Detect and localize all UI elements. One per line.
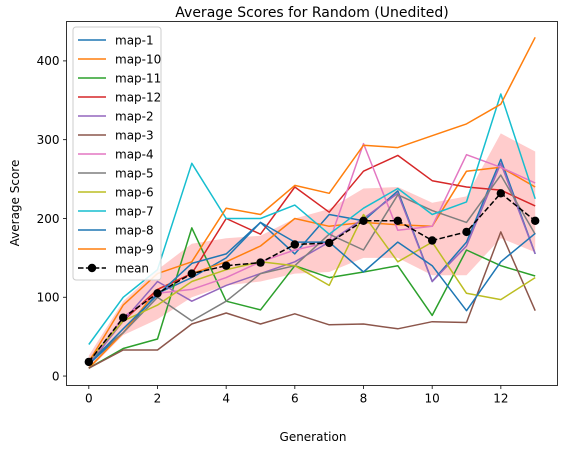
legend-label: map-9 bbox=[115, 242, 154, 256]
legend-marker bbox=[87, 263, 97, 273]
legend-label: map-5 bbox=[115, 166, 154, 180]
mean-point bbox=[325, 238, 334, 248]
x-tick-label: 2 bbox=[154, 392, 162, 406]
legend-box bbox=[72, 26, 162, 281]
mean-point bbox=[531, 216, 540, 225]
y-tick-label: 400 bbox=[37, 54, 60, 68]
mean-point bbox=[393, 216, 402, 225]
series-line-map-3 bbox=[88, 231, 536, 369]
mean-point bbox=[222, 261, 231, 270]
series-line-map-7 bbox=[88, 93, 536, 345]
y-tick-label: 0 bbox=[52, 369, 60, 383]
legend-label: map-2 bbox=[115, 109, 154, 123]
legend-label: map-3 bbox=[115, 128, 154, 142]
mean-point bbox=[84, 357, 94, 367]
series-line-map-2 bbox=[88, 162, 536, 365]
axes-frame bbox=[66, 21, 558, 386]
legend-label: map-7 bbox=[115, 204, 154, 218]
axes-layer: 0 2 4 6 8 10 12 0 100 200 300 400 bbox=[37, 21, 558, 406]
legend-label: map-8 bbox=[115, 223, 154, 237]
mean-point bbox=[496, 189, 505, 198]
legend-label: map-11 bbox=[115, 71, 161, 85]
mean-point bbox=[359, 216, 368, 225]
series-line-map-12 bbox=[88, 154, 536, 365]
y-tick-label: 300 bbox=[37, 133, 60, 147]
chart-title: Average Scores for Random (Unedited) bbox=[175, 5, 448, 21]
series-line-map-9 bbox=[88, 36, 536, 363]
x-tick-label: 12 bbox=[493, 392, 508, 406]
y-axis-label: Average Score bbox=[8, 160, 22, 247]
legend-label: map-1 bbox=[115, 33, 154, 47]
series-line-mean bbox=[88, 192, 536, 363]
x-tick-label: 4 bbox=[222, 392, 230, 406]
series-line-map-6 bbox=[88, 213, 536, 361]
legend-label: mean bbox=[115, 261, 149, 275]
x-axis-label: Generation bbox=[280, 430, 347, 444]
legend-label: map-6 bbox=[115, 185, 154, 199]
x-tick-label: 0 bbox=[85, 392, 93, 406]
x-tick-label: 6 bbox=[291, 392, 299, 406]
mean-point bbox=[119, 313, 128, 322]
mean-point bbox=[256, 258, 265, 267]
legend-label: map-4 bbox=[115, 147, 154, 161]
mean-point bbox=[153, 289, 162, 298]
y-tick-label: 100 bbox=[37, 291, 60, 305]
mean-point bbox=[462, 227, 471, 237]
series-line-map-11 bbox=[88, 227, 536, 369]
series-layer bbox=[84, 36, 540, 369]
legend-label: map-10 bbox=[115, 52, 161, 66]
mean-point bbox=[187, 269, 196, 278]
y-tick-label: 200 bbox=[37, 212, 60, 226]
series-line-map-4 bbox=[88, 142, 536, 365]
mean-point bbox=[290, 240, 299, 249]
x-tick-label: 8 bbox=[360, 392, 368, 406]
mean-point bbox=[428, 236, 437, 245]
x-tick-label: 10 bbox=[425, 392, 440, 406]
legend-label: map-12 bbox=[115, 90, 161, 104]
legend: map-1 map-10 map-11 map-12 map-2 map-3 map-4 ma… bbox=[72, 26, 162, 281]
